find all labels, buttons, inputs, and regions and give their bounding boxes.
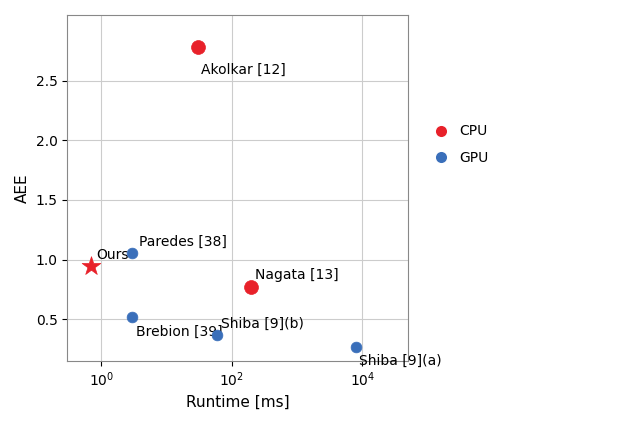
Point <box>351 343 361 350</box>
Text: Ours: Ours <box>97 248 129 262</box>
Point <box>193 44 203 51</box>
Text: Nagata [13]: Nagata [13] <box>255 268 339 282</box>
Legend: CPU, GPU: CPU, GPU <box>422 119 494 170</box>
Y-axis label: AEE: AEE <box>15 173 30 203</box>
Point <box>127 314 138 320</box>
Point <box>127 249 138 256</box>
Text: Paredes [38]: Paredes [38] <box>139 235 227 249</box>
Text: Shiba [9](b): Shiba [9](b) <box>221 317 303 331</box>
Text: Shiba [9](a): Shiba [9](a) <box>359 354 442 368</box>
Point <box>246 284 257 291</box>
Point <box>86 262 97 269</box>
Point <box>212 332 223 338</box>
X-axis label: Runtime [ms]: Runtime [ms] <box>186 395 289 410</box>
Text: Akolkar [12]: Akolkar [12] <box>201 63 285 77</box>
Text: Brebion [39]: Brebion [39] <box>136 325 222 339</box>
